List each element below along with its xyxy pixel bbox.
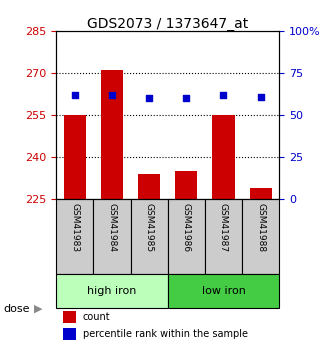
Point (147, 96, 152, 101)
Point (109, 92, 115, 98)
Text: GSM41983: GSM41983 (70, 203, 79, 252)
Bar (56, 274, 168, 308)
Text: GSM41985: GSM41985 (145, 203, 154, 252)
Bar (249, 188, 272, 199)
Text: dose: dose (3, 304, 30, 314)
Bar (213, 115, 235, 199)
Bar (168, 199, 205, 274)
Bar (205, 199, 242, 274)
Text: count: count (83, 312, 110, 322)
Text: percentile rank within the sample: percentile rank within the sample (83, 329, 248, 339)
Bar (101, 70, 123, 199)
Title: GDS2073 / 1373647_at: GDS2073 / 1373647_at (87, 17, 248, 31)
Bar (56, 199, 93, 274)
Point (258, 94, 263, 99)
Bar (64, 115, 86, 199)
Point (221, 92, 226, 98)
Bar (175, 171, 197, 199)
Text: GSM41984: GSM41984 (108, 203, 117, 252)
Text: low iron: low iron (202, 286, 246, 296)
Point (184, 96, 189, 101)
Bar (63, 311, 76, 323)
Bar (131, 199, 168, 274)
Text: GSM41987: GSM41987 (219, 203, 228, 252)
Bar (138, 174, 160, 199)
Bar (242, 199, 279, 274)
Bar (63, 328, 76, 340)
Text: GSM41986: GSM41986 (182, 203, 191, 252)
Text: ▶: ▶ (34, 304, 42, 314)
Point (72, 92, 77, 98)
Bar (93, 199, 131, 274)
Text: GSM41988: GSM41988 (256, 203, 265, 252)
Text: high iron: high iron (87, 286, 137, 296)
Bar (168, 274, 279, 308)
